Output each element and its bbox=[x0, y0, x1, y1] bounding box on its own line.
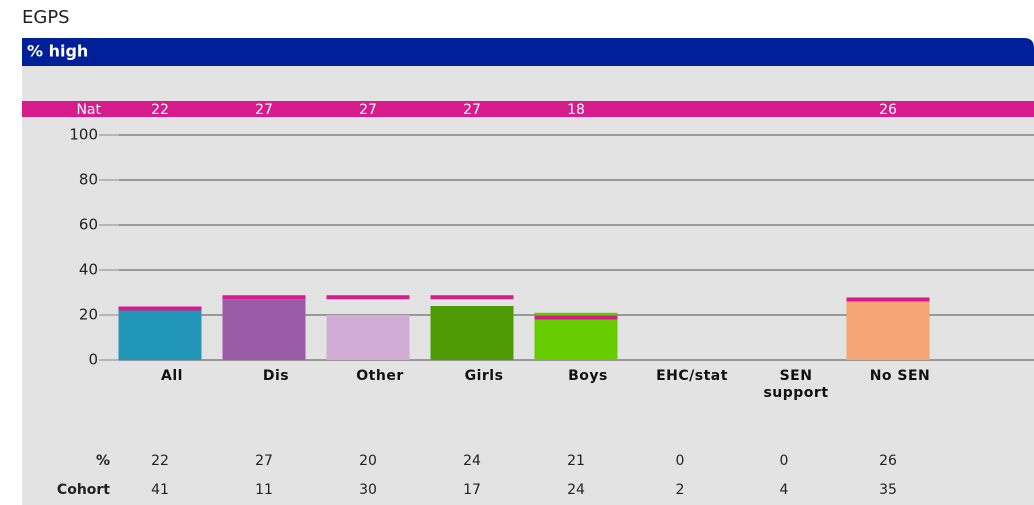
cohort-value: 35 bbox=[879, 482, 897, 498]
page-title: EGPS bbox=[22, 7, 70, 28]
header-bar bbox=[22, 38, 1034, 66]
value-label: 24 bbox=[463, 453, 481, 469]
y-tick-label: 100 bbox=[69, 126, 98, 144]
bar bbox=[534, 312, 618, 360]
cohort-value: 30 bbox=[359, 482, 377, 498]
nat-label: Nat bbox=[76, 102, 101, 118]
x-tick-label: SEN support bbox=[763, 368, 829, 401]
x-tick-label: Dis bbox=[262, 368, 290, 384]
bar bbox=[430, 306, 514, 360]
value-label: 27 bbox=[255, 453, 273, 469]
value-label: 21 bbox=[567, 453, 585, 469]
cohort-value: 11 bbox=[255, 482, 273, 498]
x-tick-label: EHC/stat bbox=[656, 368, 728, 384]
x-tick-label: Other bbox=[356, 368, 404, 384]
value-label: 0 bbox=[780, 453, 789, 469]
row-label: Cohort bbox=[57, 482, 110, 498]
nat-marker bbox=[534, 315, 618, 320]
nat-value: 18 bbox=[567, 102, 585, 118]
x-tick-label: Girls bbox=[464, 368, 504, 384]
nat-marker bbox=[430, 295, 514, 300]
x-tick-label: All bbox=[161, 368, 183, 384]
row-label: % bbox=[96, 453, 110, 469]
x-tick-label: Boys bbox=[568, 368, 608, 384]
x-tick-label: No SEN bbox=[869, 368, 931, 384]
chart-title: % high bbox=[27, 42, 88, 61]
nat-marker bbox=[846, 297, 930, 302]
value-label: 22 bbox=[151, 453, 169, 469]
bar bbox=[846, 301, 930, 360]
y-tick-label: 60 bbox=[79, 216, 98, 234]
cohort-value: 2 bbox=[676, 482, 685, 498]
nat-value: 26 bbox=[879, 102, 897, 118]
value-label: 0 bbox=[676, 453, 685, 469]
nat-marker bbox=[118, 306, 202, 311]
bar bbox=[222, 299, 306, 360]
cohort-value: 4 bbox=[780, 482, 789, 498]
nat-value: 27 bbox=[255, 102, 273, 118]
nat-marker bbox=[222, 295, 306, 300]
cohort-value: 41 bbox=[151, 482, 169, 498]
nat-marker bbox=[326, 295, 410, 300]
cohort-value: 17 bbox=[463, 482, 481, 498]
y-tick-label: 80 bbox=[79, 171, 98, 189]
bar bbox=[326, 315, 410, 360]
nat-band bbox=[22, 101, 1034, 117]
y-tick-label: 0 bbox=[88, 351, 98, 369]
value-label: 26 bbox=[879, 453, 897, 469]
nat-value: 27 bbox=[359, 102, 377, 118]
panel bbox=[22, 66, 1034, 505]
nat-value: 27 bbox=[463, 102, 481, 118]
y-tick-label: 40 bbox=[79, 261, 98, 279]
nat-value: 22 bbox=[151, 102, 169, 118]
y-tick-label: 20 bbox=[79, 306, 98, 324]
value-label: 20 bbox=[359, 453, 377, 469]
bar bbox=[118, 310, 202, 360]
cohort-value: 24 bbox=[567, 482, 585, 498]
